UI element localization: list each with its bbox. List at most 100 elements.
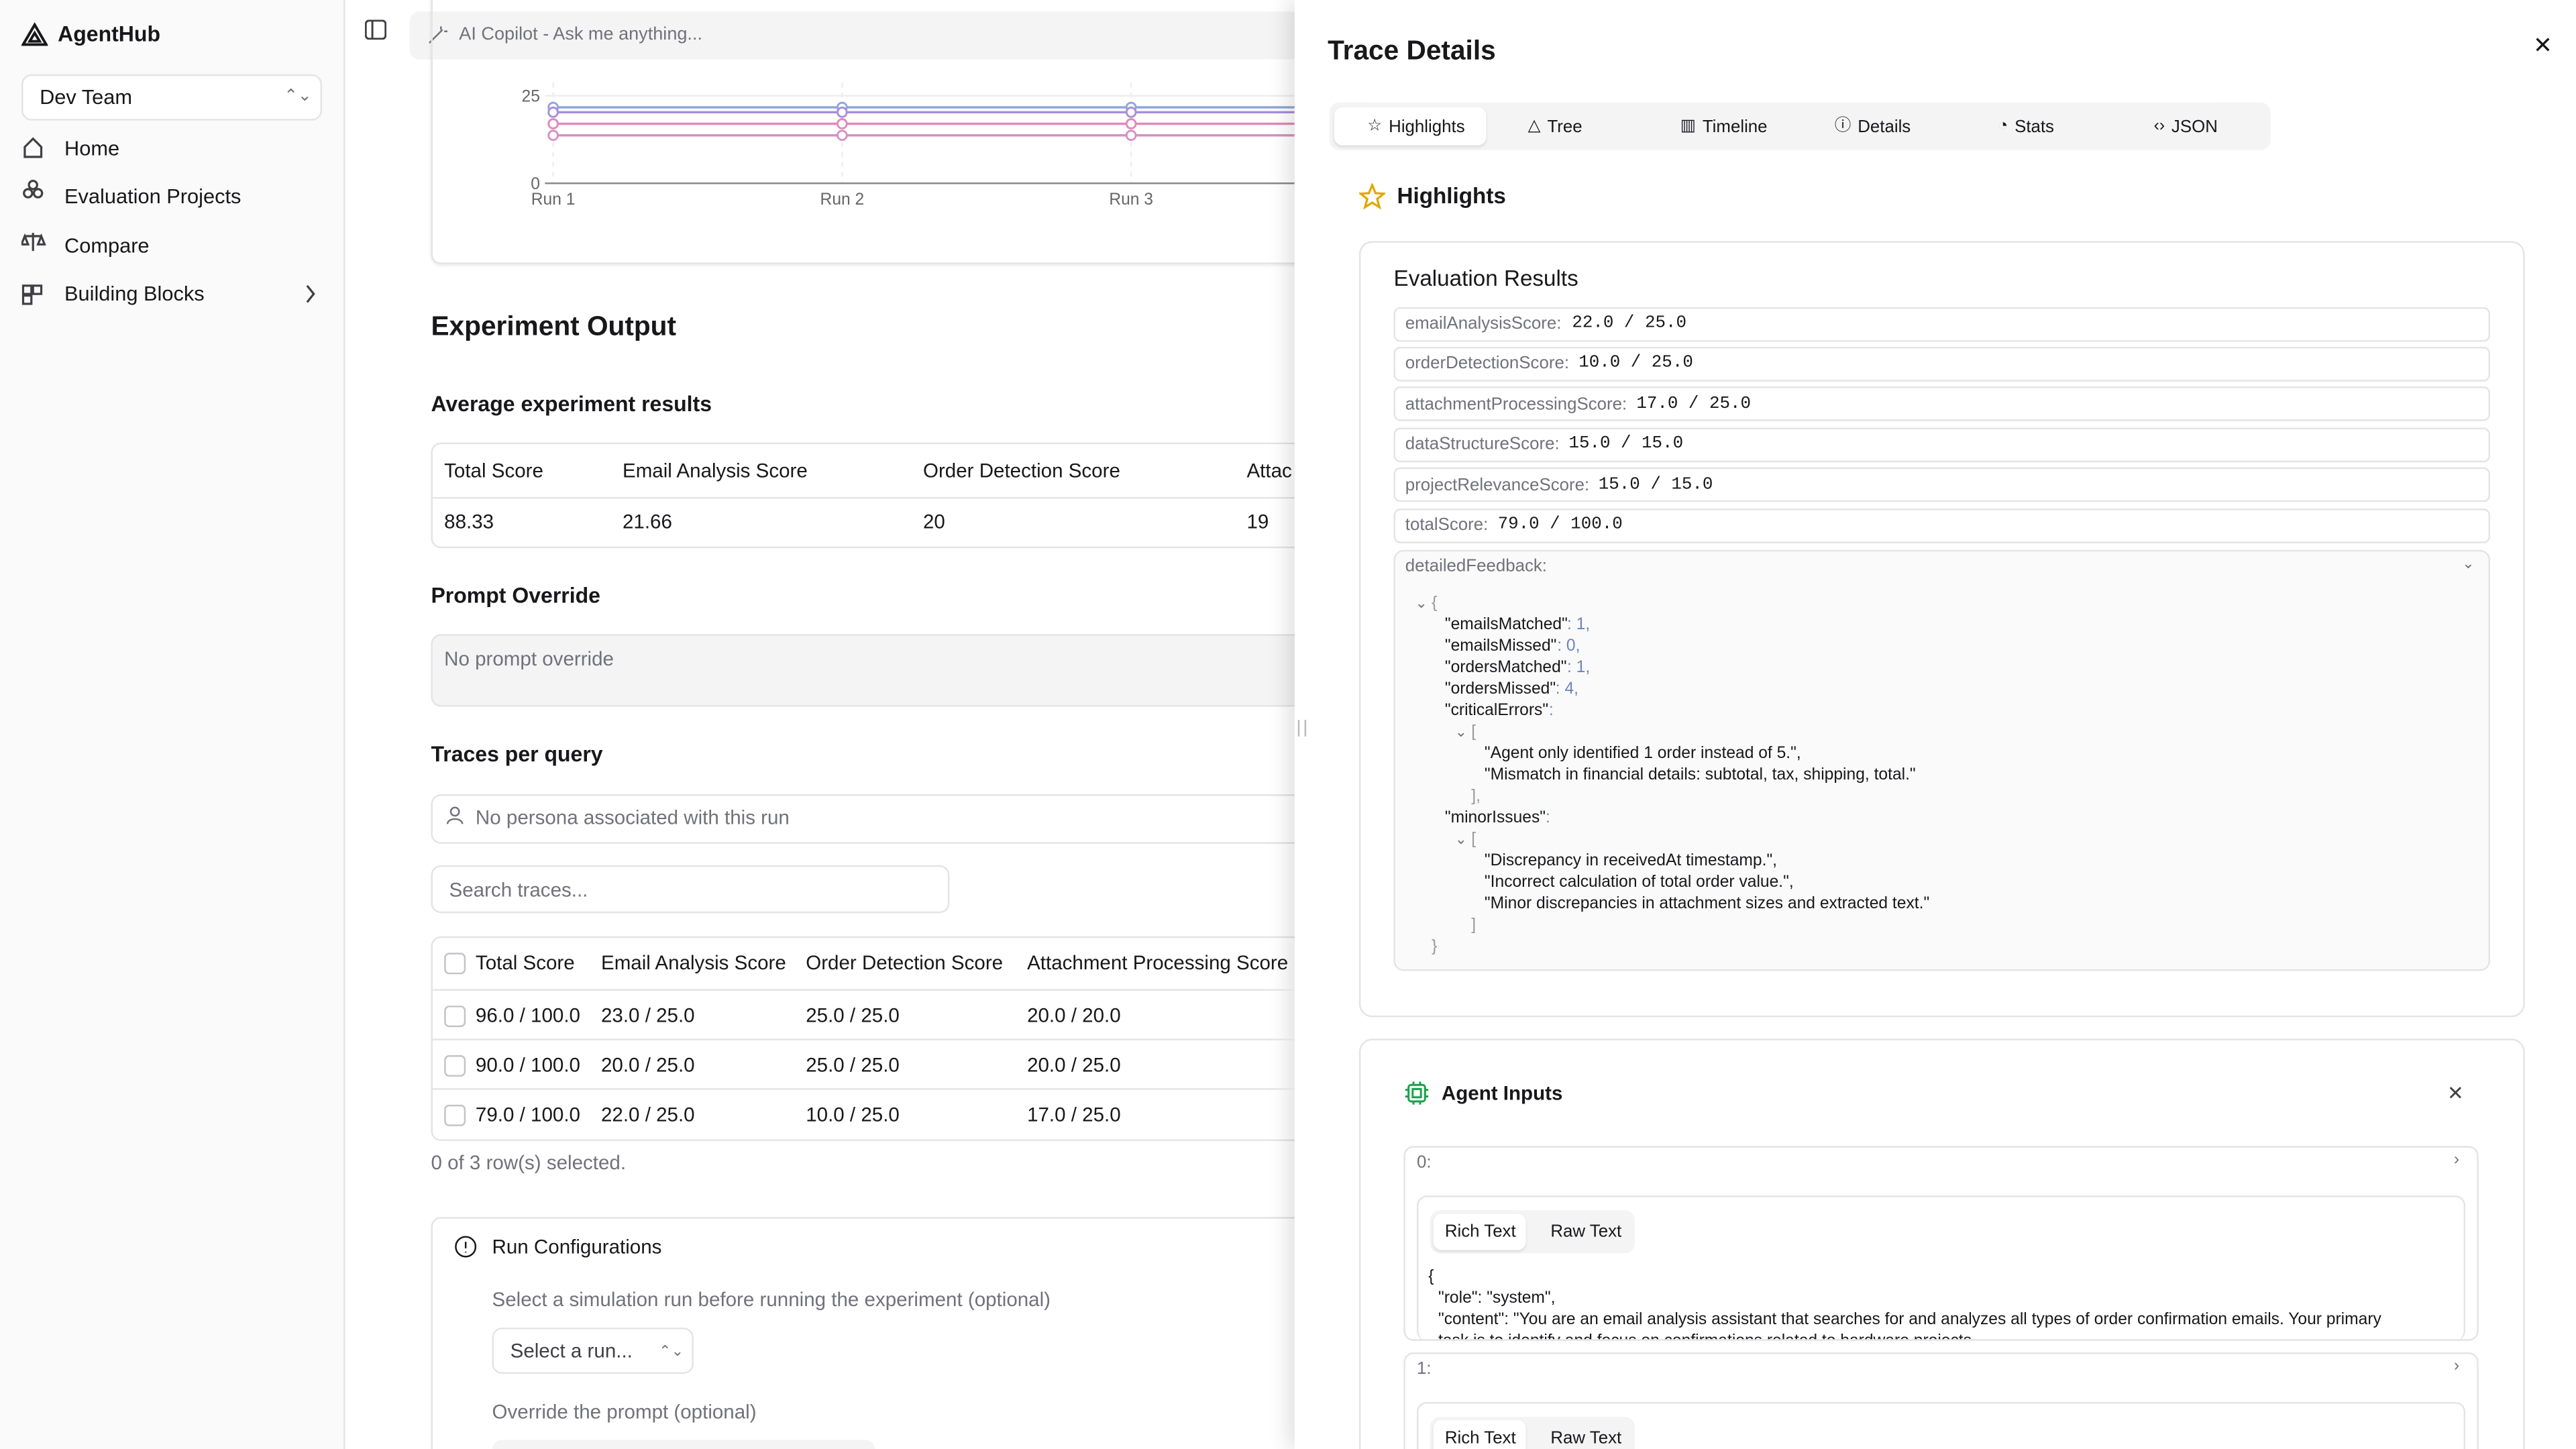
nav-item[interactable]: Compare: [64, 234, 150, 258]
field-label: Override the prompt (optional): [492, 1400, 757, 1424]
active-tab: [1334, 107, 1487, 146]
score-value: 79.0 / 100.0: [1497, 515, 1623, 535]
score-row: [1393, 467, 2490, 502]
json-value: :: [1545, 809, 1550, 828]
segment[interactable]: Raw Text: [1550, 1428, 1622, 1448]
tab[interactable]: JSON: [2171, 117, 2218, 138]
chevron[interactable]: ›: [2453, 1357, 2460, 1376]
json-key: "ordersMatched": [1444, 659, 1567, 678]
tab[interactable]: Tree: [1547, 117, 1582, 138]
chevron[interactable]: ⌄: [1454, 830, 1468, 847]
prompt-text: No prompt override: [444, 647, 614, 671]
tab[interactable]: Highlights: [1389, 117, 1465, 138]
tab[interactable]: Timeline: [1702, 117, 1768, 138]
checkbox[interactable]: [444, 1006, 466, 1028]
point: [837, 106, 848, 118]
nav-item[interactable]: Evaluation Projects: [64, 184, 241, 209]
point: [1125, 118, 1137, 129]
json-text: ],: [1471, 788, 1481, 806]
run-select[interactable]: [492, 1328, 694, 1374]
score-key: dataStructureScore:: [1405, 434, 1560, 455]
point: [547, 106, 559, 118]
score-value: 10.0 / 25.0: [1578, 354, 1693, 374]
nav-item[interactable]: Home: [64, 137, 120, 160]
score-row: [1393, 427, 2490, 462]
json-text: "Discrepancy in receivedAt timestamp.",: [1484, 852, 1778, 871]
nav-item[interactable]: Building Blocks: [64, 282, 205, 306]
json-key: "emailsMissed": [1444, 637, 1557, 656]
checkbox[interactable]: [444, 1055, 466, 1077]
score-row: [1393, 386, 2490, 422]
team-select[interactable]: [21, 74, 322, 121]
chevron[interactable]: ⌄: [1454, 723, 1468, 740]
chart: Run 1 Run 2 Run 3 0 25: [522, 83, 1295, 209]
agent-inputs-card: [1358, 1038, 2525, 1449]
tab-icon: ☆: [1367, 117, 1383, 136]
tab[interactable]: Stats: [2015, 117, 2054, 138]
chevrons: ⌃⌄: [659, 1342, 684, 1359]
table-header: Attachment Processing Score: [1027, 951, 1289, 975]
point: [547, 118, 559, 129]
score-value: 15.0 / 15.0: [1598, 474, 1713, 495]
input-item: [1403, 1352, 2479, 1449]
table-cell: 22.0 / 25.0: [600, 1103, 695, 1126]
table-cell: 25.0 / 25.0: [806, 1004, 900, 1028]
json-value: : 4,: [1555, 680, 1578, 699]
score-value: 22.0 / 25.0: [1572, 313, 1686, 334]
x-tick-label: Run 3: [1109, 191, 1153, 209]
y-tick-label: 25: [522, 87, 540, 105]
json-value: : 1,: [1566, 659, 1591, 678]
eval-card: [1358, 241, 2525, 1018]
tab[interactable]: Details: [1858, 117, 1911, 138]
content-box: [1416, 1195, 2466, 1341]
score-row: [1393, 507, 2490, 543]
selection-count: 0 of 3 row(s) selected.: [431, 1150, 627, 1175]
y-tick-label: 0: [531, 175, 540, 193]
table-cell: 96.0 / 100.0: [475, 1004, 580, 1028]
chevron[interactable]: ›: [2453, 1150, 2460, 1169]
tab-icon: ‹›: [2153, 117, 2165, 136]
checkbox[interactable]: [444, 1104, 466, 1126]
segment[interactable]: Rich Text: [1444, 1428, 1516, 1448]
close-button[interactable]: ✕: [2447, 1081, 2464, 1105]
copilot-bar[interactable]: [409, 11, 1301, 60]
resize-handle: [1297, 720, 1307, 737]
cpu-icon: [1405, 1081, 1429, 1105]
prompt-box: [431, 634, 1356, 707]
feedback-key: detailedFeedback:: [1405, 556, 1547, 577]
table-cell: 20.0 / 25.0: [600, 1053, 695, 1077]
table-header: Total Score: [444, 459, 543, 482]
point: [1125, 106, 1137, 118]
table-cell: 25.0 / 25.0: [806, 1053, 900, 1077]
segment[interactable]: Raw Text: [1550, 1222, 1622, 1242]
segment[interactable]: Rich Text: [1444, 1222, 1516, 1242]
score-key: emailAnalysisScore:: [1405, 313, 1562, 334]
panel-title: Trace Details: [1328, 36, 1496, 66]
json-text: ]: [1471, 916, 1477, 935]
subtitle: Traces per query: [431, 741, 603, 767]
json-key: "minorIssues": [1444, 809, 1546, 828]
card-title: Run Configurations: [492, 1235, 662, 1258]
content-box: [1416, 1401, 2466, 1449]
json-text: "Agent only identified 1 order instead o…: [1484, 745, 1801, 763]
nav-icons: [21, 137, 315, 305]
json-key: "emailsMatched": [1444, 616, 1568, 635]
json-value: :: [1548, 702, 1554, 720]
sidebar-toggle[interactable]: [364, 19, 386, 40]
close-button[interactable]: ✕: [2532, 31, 2553, 58]
table-header: Email Analysis Score: [622, 459, 808, 482]
row-divider: [432, 1088, 1295, 1090]
json-text: "Incorrect calculation of total order va…: [1484, 873, 1794, 892]
team-name: Dev Team: [40, 85, 133, 109]
checkbox[interactable]: [444, 953, 466, 975]
input-item: [1403, 1146, 2479, 1341]
tab-icon: ◔: [1998, 117, 2008, 136]
chevron[interactable]: ⌄: [1415, 594, 1428, 611]
table-cell: 17.0 / 25.0: [1027, 1103, 1121, 1126]
item-label: 1:: [1416, 1358, 1432, 1379]
search-input[interactable]: [431, 865, 950, 914]
table-header: Attac: [1246, 459, 1292, 482]
point: [837, 129, 848, 142]
table-cell: 19: [1246, 510, 1269, 534]
